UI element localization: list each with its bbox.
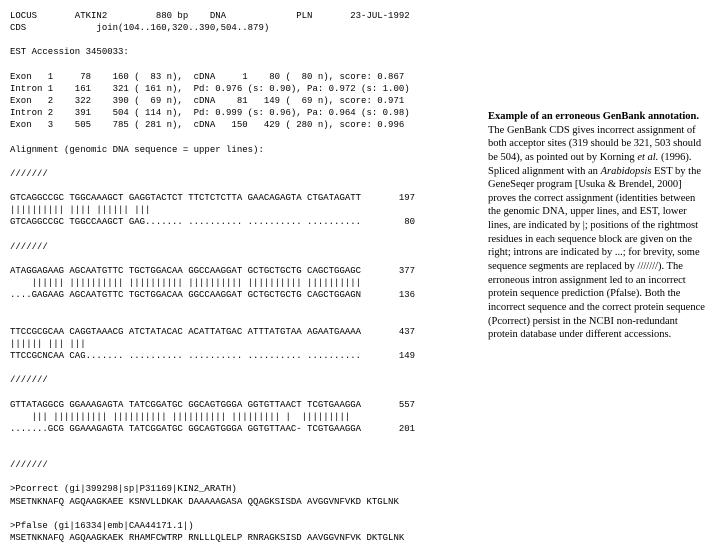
intron2-line: Intron 2 391 504 ( 114 n), Pd: 0.999 (s:… (10, 108, 410, 118)
seq-line: ....GAGAAG AGCAATGTTC TGCTGGACAA GGCCAAG… (10, 290, 415, 300)
seq-line: ATAGGAGAAG AGCAATGTTC TGCTGGACAA GGCCAAG… (10, 266, 415, 276)
seq-line: TTCCGCGCAA CAGGTAAACG ATCTATACAC ACATTAT… (10, 327, 415, 337)
seq-line: GTTATAGGCG GGAAAGAGTA TATCGGATGC GGCAGTG… (10, 400, 415, 410)
seq-line: GTCAGGCCGC TGGCAAAGCT GAGGTACTCT TTCTCTC… (10, 193, 415, 203)
sequence-block: LOCUS ATKIN2 880 bp DNA PLN 23-JUL-1992 … (10, 10, 480, 544)
seq-line: |||||||||| |||| |||||| ||| (10, 205, 150, 215)
caption-etal: et al. (637, 152, 658, 163)
separator: /////// (10, 460, 48, 470)
pfalse-header: >Pfalse (gi|16334|emb|CAA44171.1|) (10, 521, 194, 531)
caption: Example of an erroneous GenBank annotati… (488, 10, 710, 544)
separator: /////// (10, 169, 48, 179)
caption-text: EST by the GeneSeqer program [Usuka & Br… (488, 166, 705, 341)
pcorrect-seq: MSETNKNAFQ AGQAAGKAEE KSNVLLDKAK DAAAAAG… (10, 497, 399, 507)
est: EST Accession 3450033: (10, 47, 129, 57)
seq-line: ||| |||||||||| |||||||||| |||||||||| |||… (10, 412, 350, 422)
separator: /////// (10, 375, 48, 385)
seq-line: .......GCG GGAAAGAGTA TATCGGATGC GGCAGTG… (10, 424, 415, 434)
exon3-line: Exon 3 505 785 ( 281 n), cDNA 150 429 ( … (10, 120, 404, 130)
seq-line: |||||| ||| ||| (10, 339, 86, 349)
separator: /////// (10, 242, 48, 252)
seq-line: GTCAGGCCGC TGGCCAAGCT GAG....... .......… (10, 217, 415, 227)
exon2-line: Exon 2 322 390 ( 69 n), cDNA 81 149 ( 69… (10, 96, 404, 106)
seq-line: |||||| |||||||||| |||||||||| |||||||||| … (10, 278, 361, 288)
locus: LOCUS ATKIN2 880 bp DNA PLN 23-JUL-1992 (10, 11, 410, 21)
intron1-line: Intron 1 161 321 ( 161 n), Pd: 0.976 (s:… (10, 84, 410, 94)
caption-italic: Arabidopsis (601, 166, 652, 177)
pfalse-seq: MSETNKNAFQ AGQAAGKAEK RHAMFCWTRP RNLLLQL… (10, 533, 404, 543)
exon1-line: Exon 1 78 160 ( 83 n), cDNA 1 80 ( 80 n)… (10, 72, 404, 82)
pcorrect-header: >Pcorrect (gi|399298|sp|P31169|KIN2_ARAT… (10, 484, 237, 494)
alignment-header: Alignment (genomic DNA sequence = upper … (10, 145, 264, 155)
caption-title: Example of an erroneous GenBank annotati… (488, 111, 699, 122)
cds: CDS join(104..160,320..390,504..879) (10, 23, 269, 33)
seq-line: TTCCGCNCAA CAG....... .......... .......… (10, 351, 415, 361)
